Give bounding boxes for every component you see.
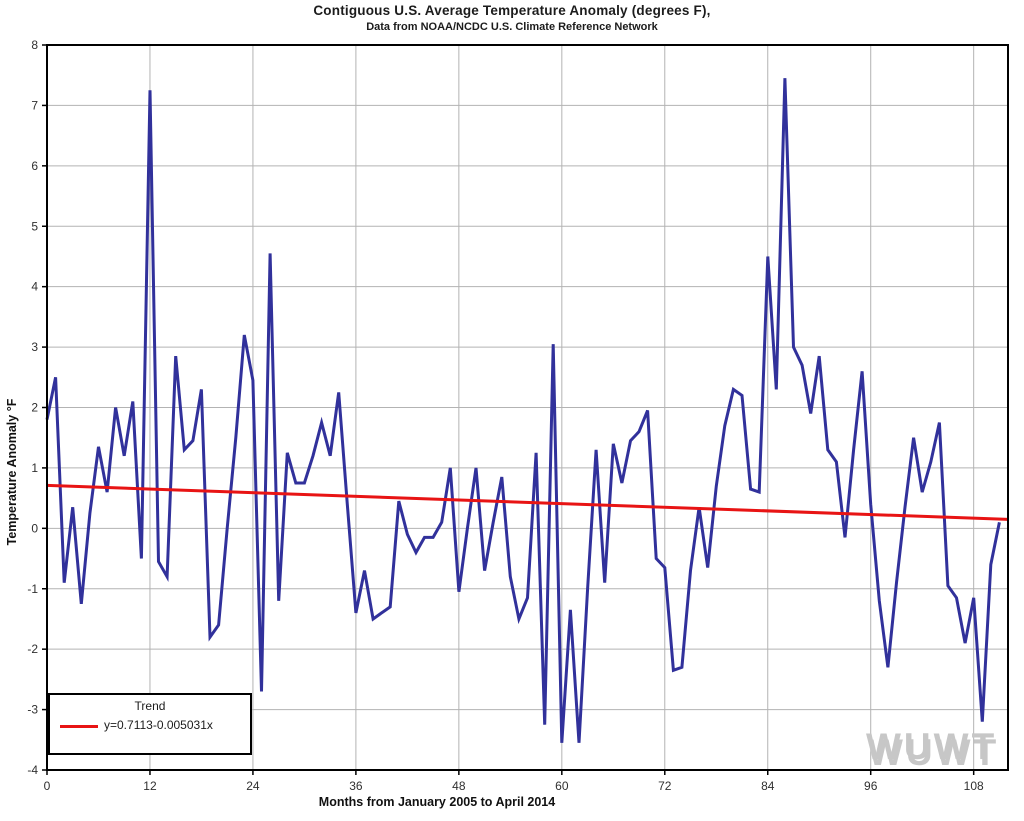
x-tick-label: 12 (143, 779, 157, 793)
x-tick-label: 108 (964, 779, 984, 793)
legend: Trend y=0.7113-0.005031x (48, 693, 252, 755)
y-tick-label: -1 (27, 582, 38, 596)
y-tick-label: -4 (27, 763, 38, 777)
x-tick-label: 72 (658, 779, 672, 793)
x-tick-label: 36 (349, 779, 363, 793)
x-tick-label: 84 (761, 779, 775, 793)
chart-title: Contiguous U.S. Average Temperature Anom… (313, 3, 711, 18)
x-tick-label: 60 (555, 779, 569, 793)
y-tick-label: 4 (31, 280, 38, 294)
wuwt-watermark-svg: WUWT (868, 732, 999, 773)
y-tick-label: 7 (31, 98, 38, 112)
legend-title: Trend (134, 699, 166, 713)
y-tick-label: 1 (31, 461, 38, 475)
y-axis-title: Temperature Anomaly °F (5, 398, 19, 546)
x-tick-label: 96 (864, 779, 878, 793)
x-tick-label: 24 (246, 779, 260, 793)
y-tick-label: -2 (27, 642, 38, 656)
y-tick-label: 6 (31, 159, 38, 173)
y-tick-label: 0 (31, 521, 38, 535)
y-tick-label: 5 (31, 219, 38, 233)
trend-line-swatch (60, 725, 98, 728)
legend-entry: y=0.7113-0.005031x (50, 716, 250, 738)
y-tick-label: -3 (27, 703, 38, 717)
wuwt-watermark: WUWT (866, 726, 998, 767)
chart-subtitle: Data from NOAA/NCDC U.S. Climate Referen… (366, 21, 658, 33)
trend-line (46, 483, 1009, 521)
y-tick-label: 2 (31, 401, 38, 415)
anomaly-line (45, 78, 1001, 743)
x-tick-label: 48 (452, 779, 466, 793)
y-tick-label: 8 (31, 38, 38, 52)
plot-border (46, 44, 1009, 771)
x-tick-label: 0 (44, 779, 51, 793)
y-tick-label: 3 (31, 340, 38, 354)
trend-equation-label: y=0.7113-0.005031x (104, 718, 213, 732)
x-axis-title: Months from January 2005 to April 2014 (318, 795, 556, 809)
